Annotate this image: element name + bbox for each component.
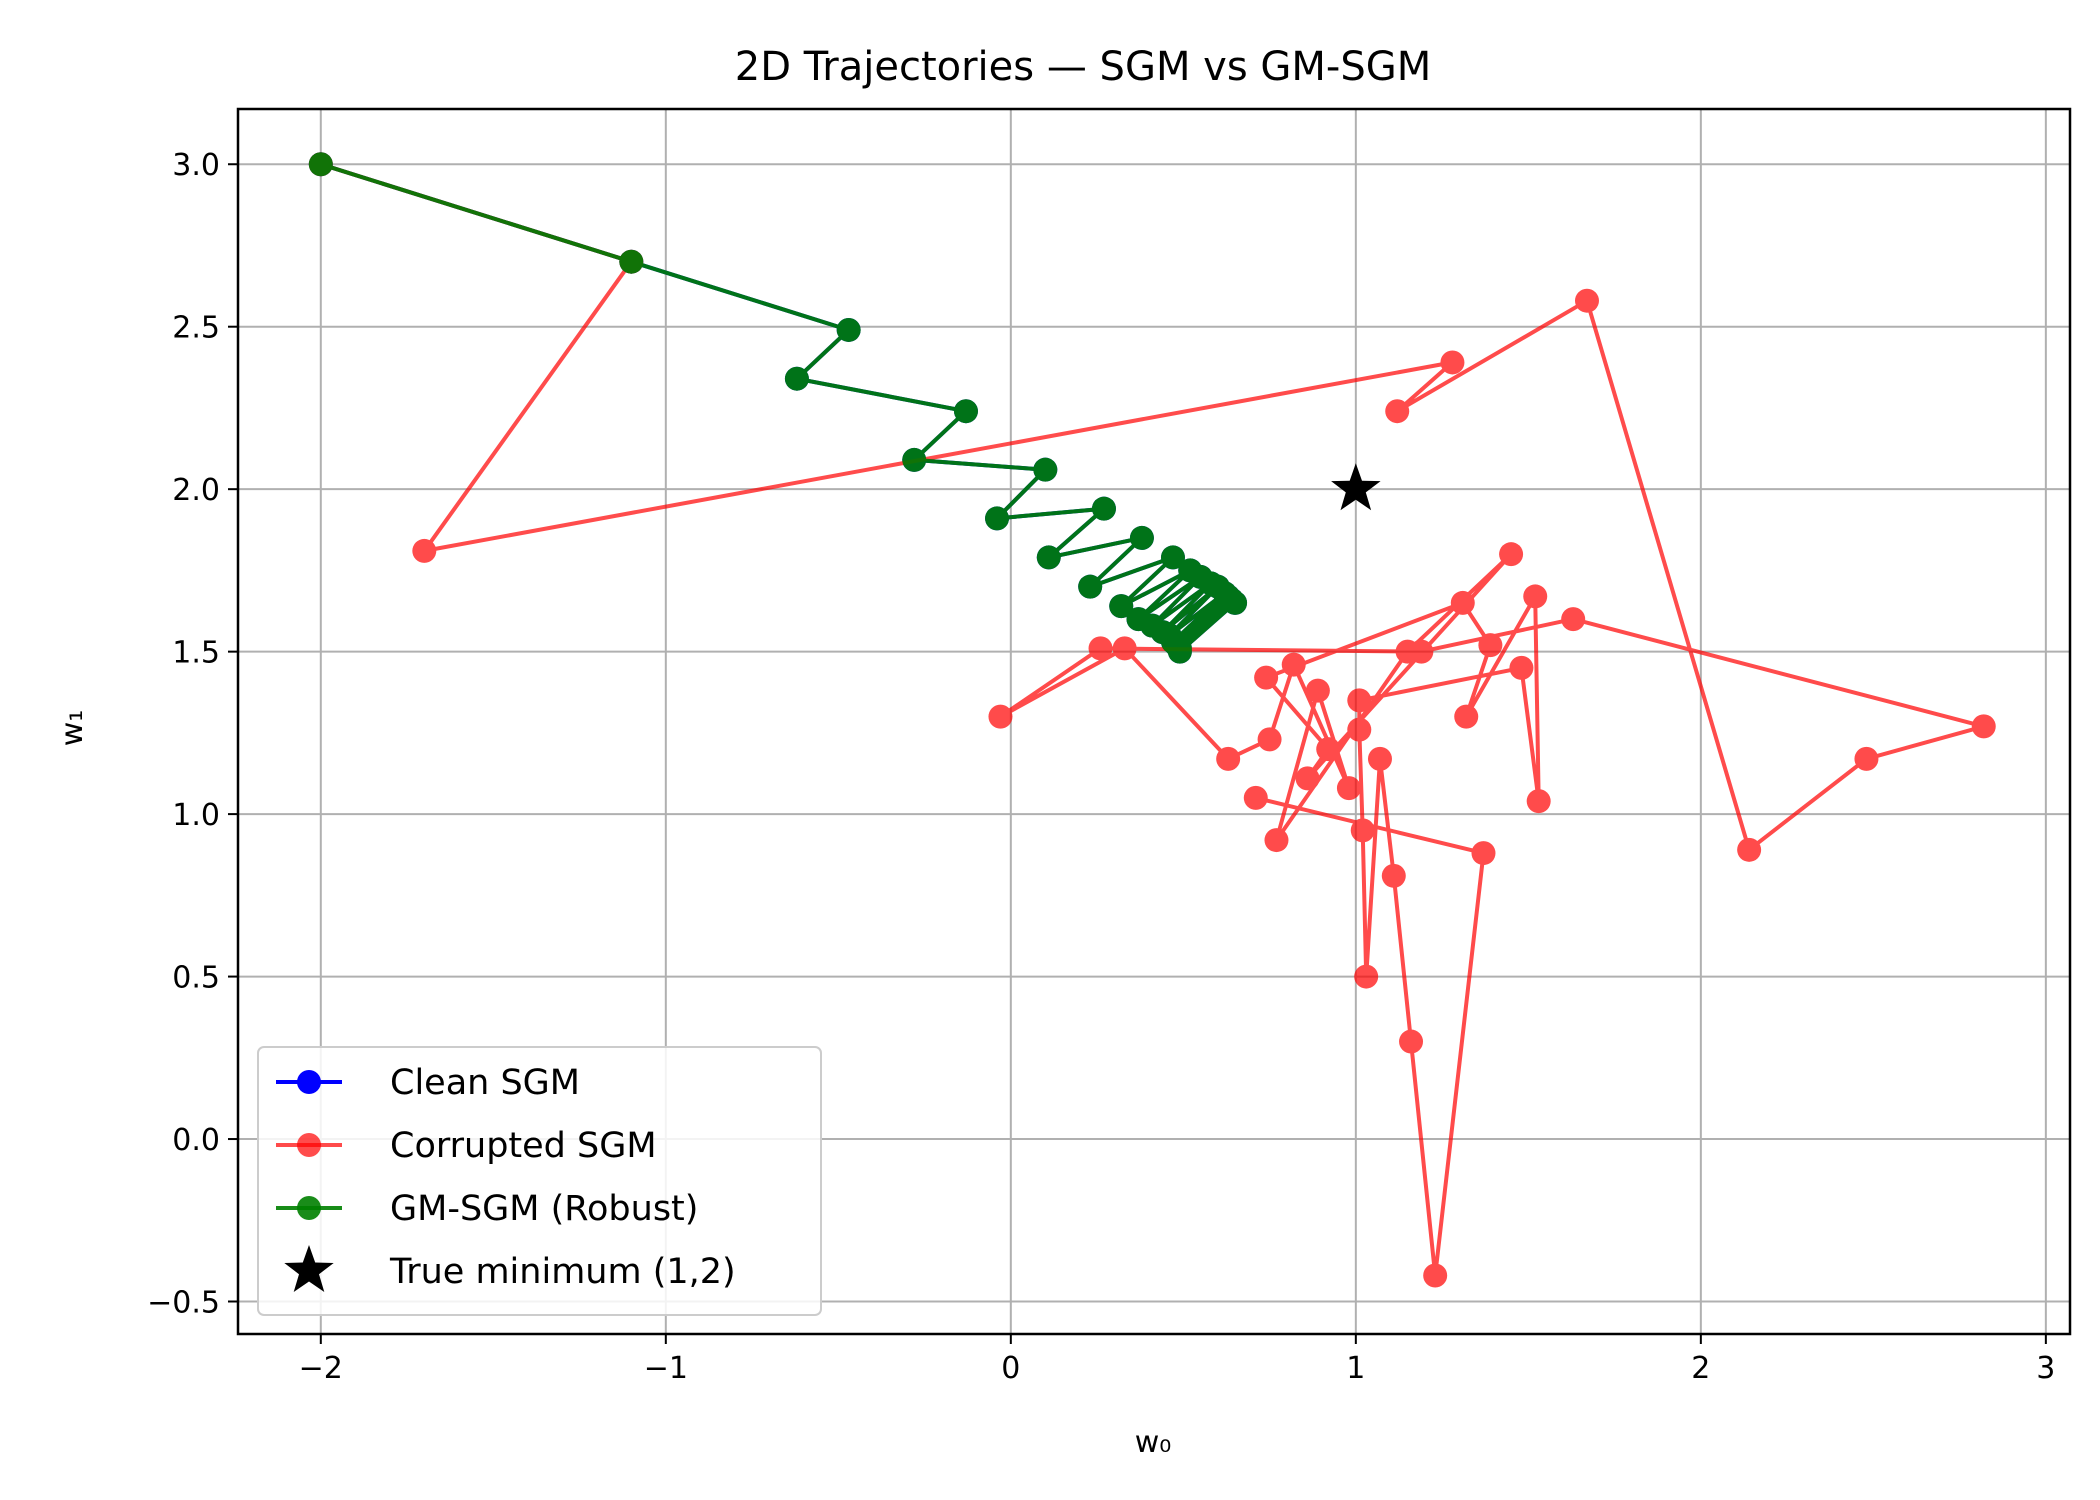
data-point <box>1561 607 1586 632</box>
data-point <box>1454 704 1479 729</box>
data-point <box>1450 590 1475 615</box>
data-point <box>1264 828 1289 853</box>
data-point <box>1395 639 1420 664</box>
data-point <box>1036 545 1061 570</box>
data-point <box>1088 636 1113 661</box>
data-point <box>784 366 809 391</box>
data-point <box>988 704 1013 729</box>
y-axis-label: w₁ <box>55 710 90 747</box>
data-point <box>1509 655 1534 680</box>
data-point <box>1257 727 1282 752</box>
legend-entry: Corrupted SGM <box>276 1126 657 1166</box>
x-tick-label: −2 <box>299 1351 343 1386</box>
data-point <box>1526 789 1551 814</box>
data-point <box>308 152 333 177</box>
data-point <box>1160 545 1185 570</box>
data-point <box>1523 584 1548 609</box>
data-point <box>1033 457 1058 482</box>
data-point <box>1971 714 1996 739</box>
data-point <box>902 447 927 472</box>
data-point <box>1385 399 1410 424</box>
legend-entries: Clean SGM Corrupted SGM GM-SGM (Robust) Tru… <box>276 1063 736 1292</box>
data-point <box>1499 542 1524 567</box>
marker-layer <box>1331 463 1381 511</box>
legend-label: Corrupted SGM <box>390 1126 657 1166</box>
y-tick-label: 1.0 <box>172 798 220 833</box>
data-point <box>1316 737 1341 762</box>
data-point <box>1295 766 1320 791</box>
legend-box <box>257 1046 822 1316</box>
series-gm-sgm-robust <box>308 152 1248 664</box>
y-tick-label: 1.5 <box>172 636 220 671</box>
legend-label: True minimum (1,2) <box>389 1252 736 1292</box>
data-point <box>1367 746 1392 771</box>
data-point <box>1478 633 1503 658</box>
data-point <box>1574 288 1599 313</box>
y-tick-label: 3.0 <box>172 148 220 183</box>
data-point <box>1305 678 1330 703</box>
data-point <box>1347 717 1372 742</box>
data-point <box>1254 665 1279 690</box>
x-tick-label: 2 <box>1691 1351 1710 1386</box>
data-point <box>1243 785 1268 810</box>
true-minimum-star <box>1331 463 1381 511</box>
y-axis-ticks: −0.5 0.0 0.5 1.0 1.5 2.0 2.5 3.0 <box>147 148 238 1321</box>
data-point <box>412 538 437 563</box>
data-point <box>1737 837 1762 862</box>
data-point <box>1223 590 1248 615</box>
legend-marker-swatch <box>297 1133 321 1157</box>
data-point <box>1078 574 1103 599</box>
y-tick-label: 2.0 <box>172 473 220 508</box>
data-point <box>1091 496 1116 521</box>
legend-entry: True minimum (1,2) <box>284 1245 736 1292</box>
y-tick-label: 0.0 <box>172 1123 220 1158</box>
legend-entry: GM-SGM (Robust) <box>276 1189 698 1229</box>
data-point <box>1854 746 1879 771</box>
data-point <box>1281 652 1306 677</box>
x-axis-ticks: −2 −1 0 1 2 3 <box>299 1334 2055 1386</box>
legend-label: Clean SGM <box>390 1063 580 1103</box>
legend-marker-swatch <box>297 1070 321 1094</box>
x-axis-label: w₀ <box>1135 1425 1172 1460</box>
legend: Clean SGM Corrupted SGM GM-SGM (Robust) Tru… <box>257 1046 822 1316</box>
data-point <box>1423 1263 1448 1288</box>
y-tick-label: 2.5 <box>172 311 220 346</box>
data-point <box>1350 818 1375 843</box>
data-point <box>985 506 1010 531</box>
x-tick-label: 0 <box>1001 1351 1020 1386</box>
series-layer <box>308 152 1996 1288</box>
x-tick-label: −1 <box>644 1351 688 1386</box>
data-point <box>1471 841 1496 866</box>
legend-marker-swatch <box>297 1196 321 1220</box>
data-point <box>1336 776 1361 801</box>
data-point <box>1381 863 1406 888</box>
data-point <box>1354 964 1379 989</box>
y-tick-label: 0.5 <box>172 961 220 996</box>
plot-frame <box>236 107 2072 1336</box>
x-tick-label: 3 <box>2036 1351 2055 1386</box>
data-point <box>836 317 861 342</box>
data-point <box>1399 1029 1424 1054</box>
data-point <box>1440 350 1465 375</box>
series-corrupted-sgm <box>308 152 1996 1288</box>
chart-title: 2D Trajectories — SGM vs GM-SGM <box>735 44 1431 90</box>
data-point <box>1129 525 1154 550</box>
y-tick-label: −0.5 <box>147 1286 220 1321</box>
legend-star-swatch <box>284 1245 334 1292</box>
data-point <box>1347 688 1372 713</box>
data-point <box>1112 636 1137 661</box>
x-tick-label: 1 <box>1346 1351 1365 1386</box>
data-point <box>1109 594 1134 619</box>
data-point <box>619 249 644 274</box>
data-point <box>953 399 978 424</box>
legend-entry: Clean SGM <box>276 1063 580 1103</box>
data-point <box>1167 639 1192 664</box>
legend-label: GM-SGM (Robust) <box>390 1189 698 1229</box>
data-point <box>1216 746 1241 771</box>
